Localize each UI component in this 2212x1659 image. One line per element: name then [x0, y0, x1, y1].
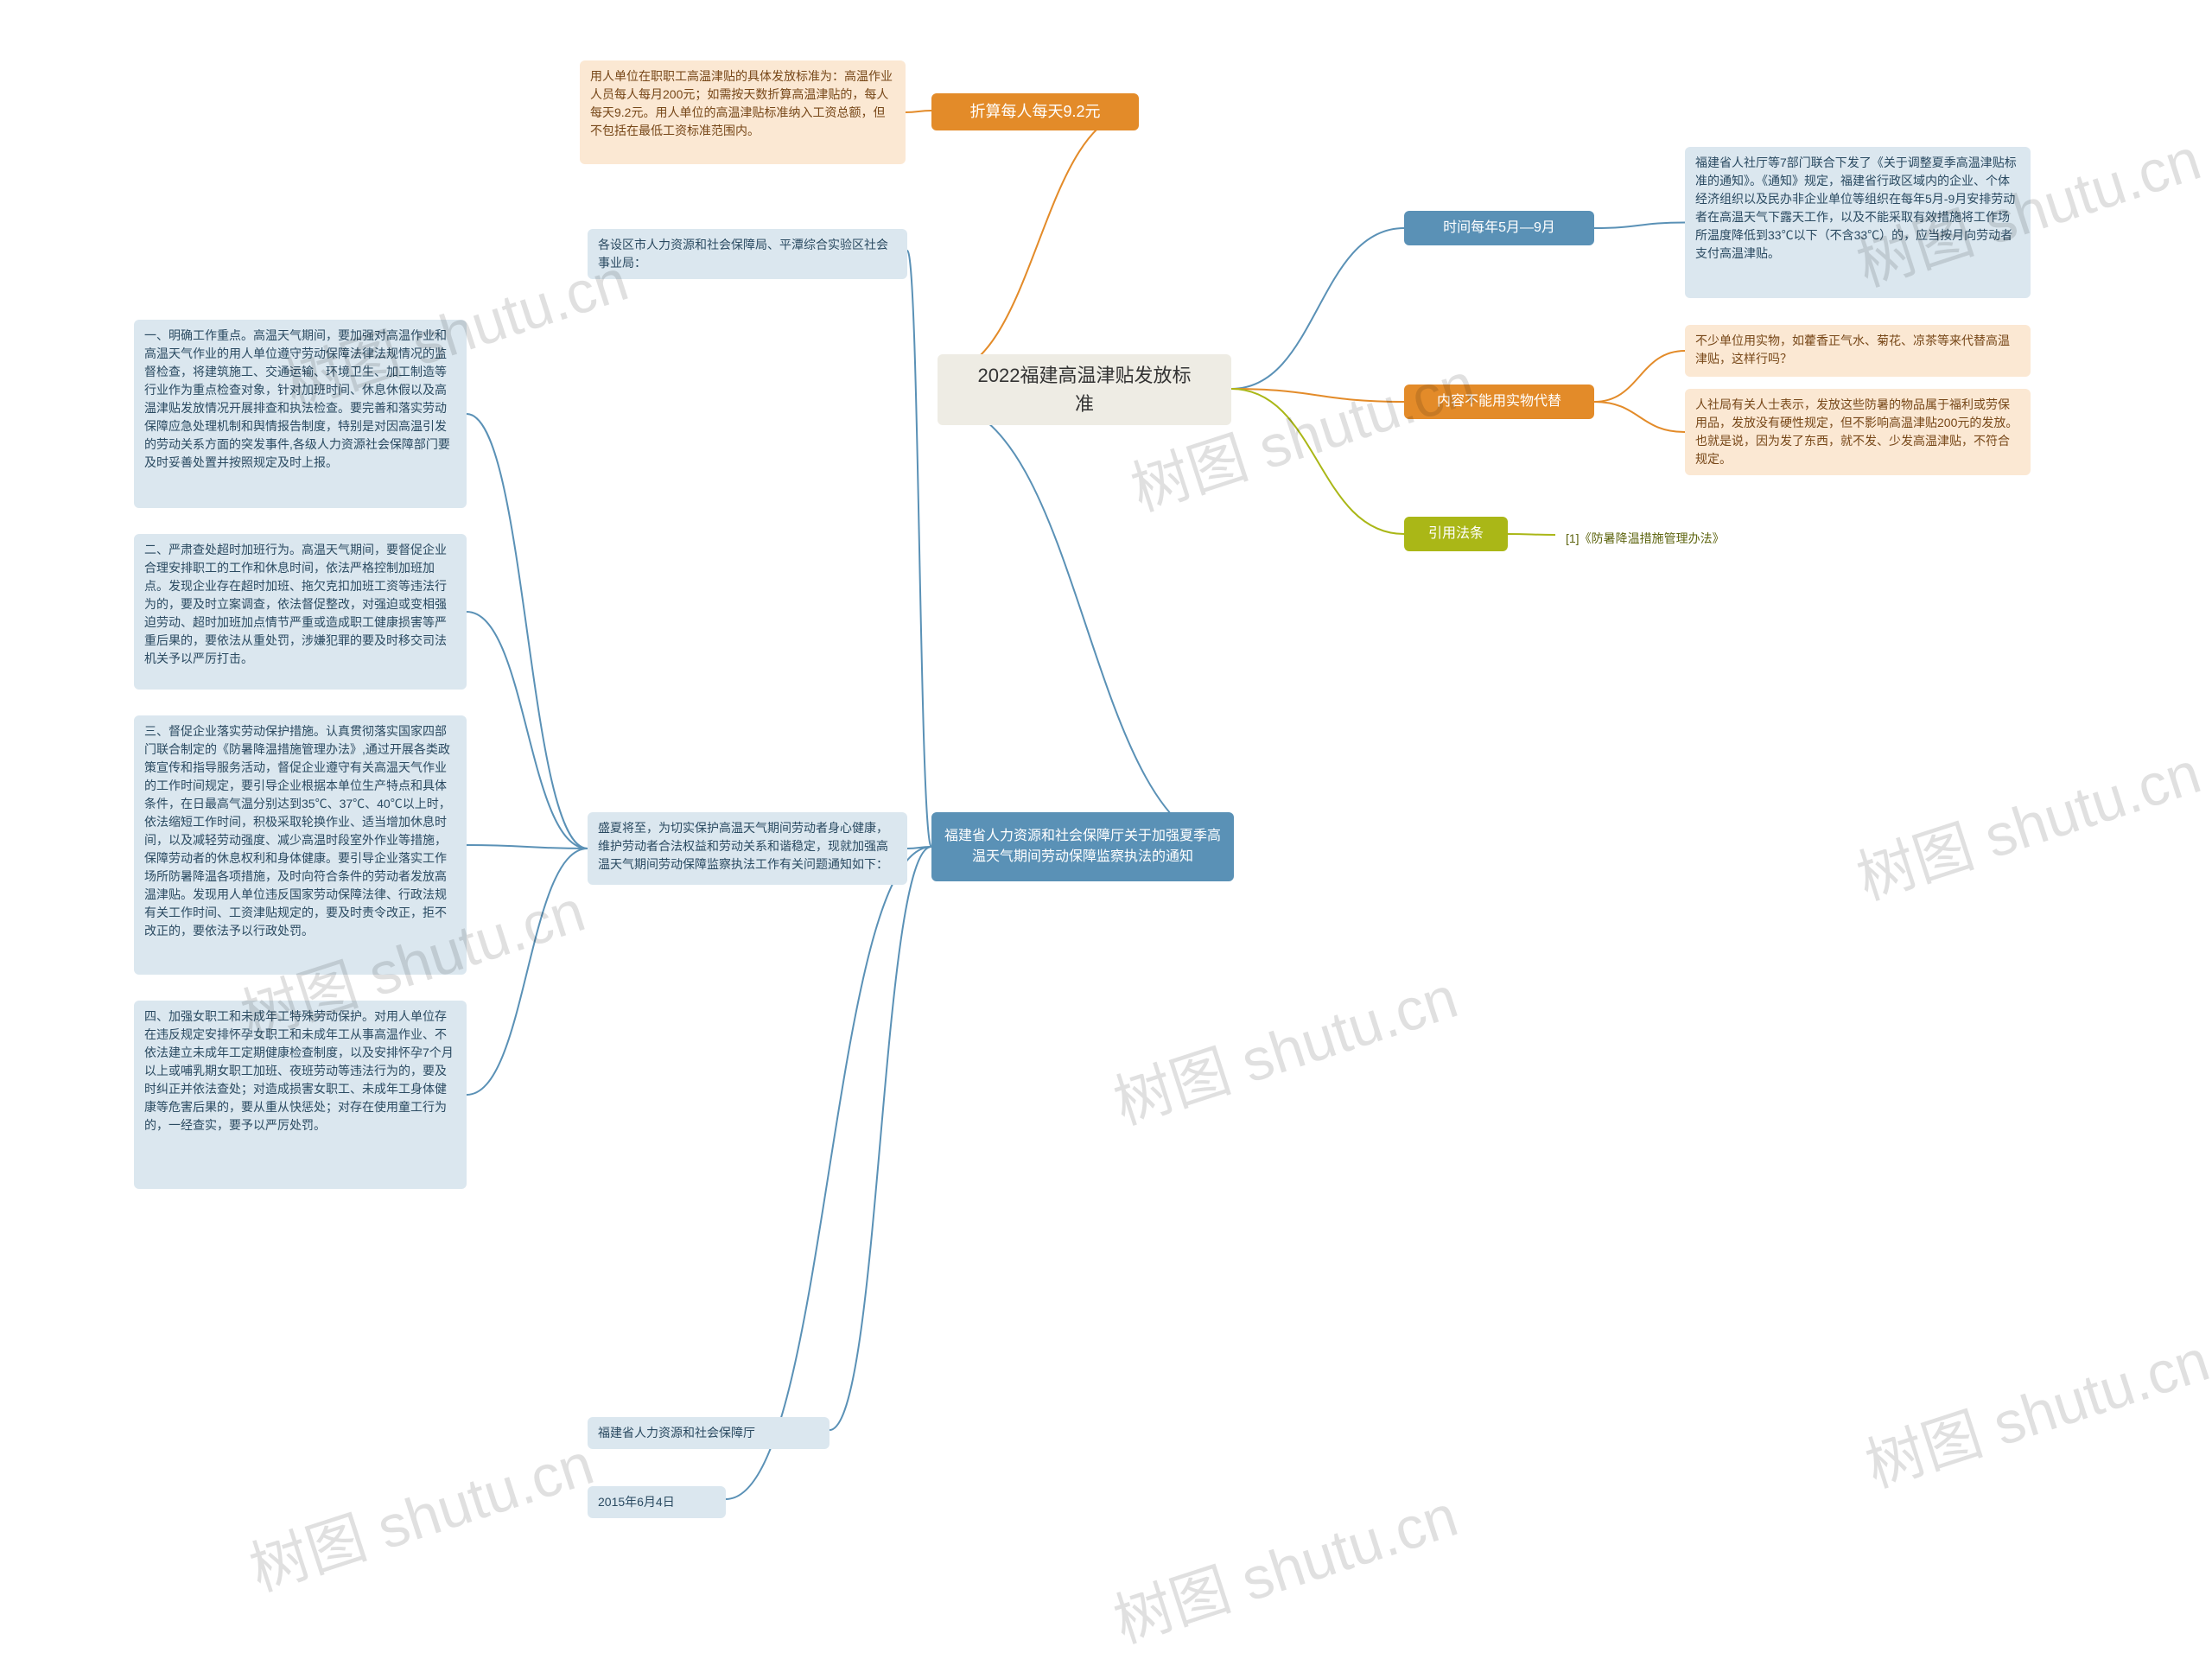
node-notice-text: 福建省人力资源和社会保障厅关于加强夏季高温天气期间劳动保障监察执法的通知	[942, 826, 1224, 868]
node-notice-c1-text: 各设区市人力资源和社会保障局、平潭综合实验区社会事业局：	[598, 238, 888, 270]
edge	[1231, 389, 1404, 534]
node-notice-c3: 福建省人力资源和社会保障厅	[588, 1417, 830, 1449]
node-para3-text: 三、督促企业落实劳动保护措施。认真贯彻落实国家四部门联合制定的《防暑降温措施管理…	[144, 724, 451, 938]
node-content-d2: 人社局有关人士表示，发放这些防暑的物品属于福利或劳保用品，发放没有硬性规定，但不…	[1685, 389, 2031, 475]
edge	[1594, 223, 1685, 229]
node-para1-text: 一、明确工作重点。高温天气期间，要加强对高温作业和高温天气作业的用人单位遵守劳动…	[144, 328, 450, 469]
node-content-d1: 不少单位用实物，如藿香正气水、菊花、凉茶等来代替高温津贴，这样行吗？	[1685, 325, 2031, 377]
node-notice: 福建省人力资源和社会保障厅关于加强夏季高温天气期间劳动保障监察执法的通知	[931, 812, 1234, 881]
edge	[938, 111, 1139, 375]
node-content-text: 内容不能用实物代替	[1437, 391, 1561, 412]
edge	[1594, 402, 1685, 432]
edge	[938, 403, 1234, 847]
node-para1: 一、明确工作重点。高温天气期间，要加强对高温作业和高温天气作业的用人单位遵守劳动…	[134, 320, 467, 508]
node-time: 时间每年5月—9月	[1404, 211, 1594, 245]
node-calc-text: 折算每人每天9.2元	[969, 100, 1100, 124]
node-para2: 二、严肃查处超时加班行为。高温天气期间，要督促企业合理安排职工的工作和休息时间，…	[134, 534, 467, 690]
node-para3: 三、督促企业落实劳动保护措施。认真贯彻落实国家四部门联合制定的《防暑降温措施管理…	[134, 715, 467, 975]
node-notice-c4-text: 2015年6月4日	[598, 1495, 675, 1509]
edge	[907, 251, 931, 847]
edge	[1594, 351, 1685, 402]
node-notice-c2-text: 盛夏将至，为切实保护高温天气期间劳动者身心健康，维护劳动者合法权益和劳动关系和谐…	[598, 821, 888, 871]
node-para4: 四、加强女职工和未成年工特殊劳动保护。对用人单位存在违反规定安排怀孕女职工和未成…	[134, 1001, 467, 1189]
edge	[467, 612, 588, 849]
node-content-d1-text: 不少单位用实物，如藿香正气水、菊花、凉茶等来代替高温津贴，这样行吗？	[1695, 334, 2010, 365]
node-para4-text: 四、加强女职工和未成年工特殊劳动保护。对用人单位存在违反规定安排怀孕女职工和未成…	[144, 1009, 454, 1132]
edge	[467, 849, 588, 1095]
node-law-text: 引用法条	[1428, 524, 1484, 544]
edge	[1231, 389, 1404, 402]
node-time-detail: 福建省人社厅等7部门联合下发了《关于调整夏季高温津贴标准的通知》。《通知》规定，…	[1685, 147, 2031, 298]
watermark: 树图 shutu.cn	[1845, 725, 2209, 916]
edge	[830, 847, 931, 1430]
edge	[907, 847, 931, 849]
root-node: 2022福建高温津贴发放标 准	[938, 354, 1231, 425]
watermark: 树图 shutu.cn	[1853, 1313, 2212, 1503]
watermark: 树图 shutu.cn	[1102, 950, 1466, 1141]
root-text: 2022福建高温津贴发放标 准	[978, 361, 1192, 418]
node-para2-text: 二、严肃查处超时加班行为。高温天气期间，要督促企业合理安排职工的工作和休息时间，…	[144, 543, 447, 665]
node-law-detail-text: [1]《防暑降温措施管理办法》	[1566, 531, 1725, 545]
node-content: 内容不能用实物代替	[1404, 385, 1594, 419]
node-calc-detail-text: 用人单位在职职工高温津贴的具体发放标准为：高温作业人员每人每月200元；如需按天…	[590, 69, 893, 137]
node-notice-c3-text: 福建省人力资源和社会保障厅	[598, 1426, 755, 1440]
node-law-detail: [1]《防暑降温措施管理办法》	[1555, 523, 1806, 555]
node-time-text: 时间每年5月—9月	[1443, 218, 1555, 238]
node-content-d2-text: 人社局有关人士表示，发放这些防暑的物品属于福利或劳保用品，发放没有硬性规定，但不…	[1695, 397, 2018, 466]
edge	[1508, 534, 1555, 535]
edge	[726, 847, 931, 1499]
node-calc-detail: 用人单位在职职工高温津贴的具体发放标准为：高温作业人员每人每月200元；如需按天…	[580, 60, 906, 164]
edge	[467, 845, 588, 849]
watermark: 树图 shutu.cn	[1102, 1468, 1466, 1659]
edge	[467, 414, 588, 849]
node-notice-c1: 各设区市人力资源和社会保障局、平潭综合实验区社会事业局：	[588, 229, 907, 279]
node-time-detail-text: 福建省人社厅等7部门联合下发了《关于调整夏季高温津贴标准的通知》。《通知》规定，…	[1695, 156, 2017, 260]
node-law: 引用法条	[1404, 517, 1508, 551]
edge	[906, 111, 931, 112]
watermark: 树图 shutu.cn	[238, 1416, 602, 1607]
edge	[1231, 228, 1404, 389]
node-notice-c4: 2015年6月4日	[588, 1486, 726, 1518]
node-calc: 折算每人每天9.2元	[931, 93, 1139, 130]
node-notice-c2: 盛夏将至，为切实保护高温天气期间劳动者身心健康，维护劳动者合法权益和劳动关系和谐…	[588, 812, 907, 885]
